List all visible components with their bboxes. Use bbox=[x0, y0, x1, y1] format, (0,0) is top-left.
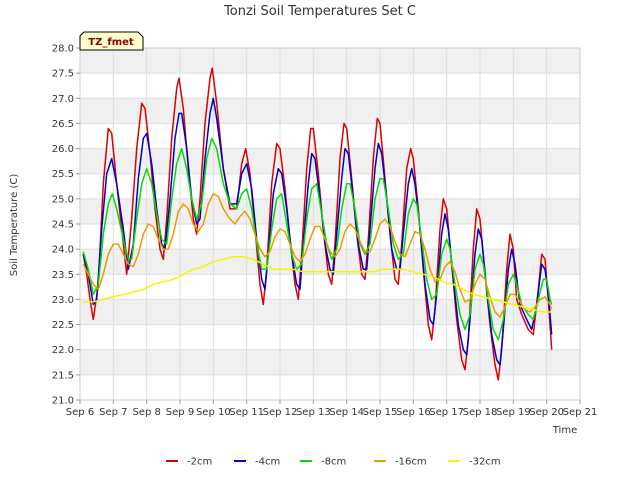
y-tick-label: 21.5 bbox=[52, 370, 74, 381]
legend-label: -8cm bbox=[321, 457, 346, 468]
legend-label: -2cm bbox=[187, 457, 212, 468]
y-tick-label: 22.0 bbox=[52, 345, 74, 356]
x-tick-label: Sep 16 bbox=[396, 407, 431, 418]
x-tick-label: Sep 11 bbox=[229, 407, 264, 418]
series-line-4cm bbox=[82, 97, 553, 366]
plot-band bbox=[80, 98, 580, 124]
y-tick-label: 27.5 bbox=[52, 69, 74, 80]
plot-band bbox=[80, 299, 580, 325]
y-tick-label: 26.0 bbox=[52, 144, 74, 155]
x-tick-label: Sep 13 bbox=[296, 407, 331, 418]
y-tick-label: 23.5 bbox=[52, 270, 74, 281]
badge-label: TZ_fmet bbox=[88, 37, 134, 48]
y-tick-label: 28.0 bbox=[52, 44, 74, 55]
y-tick-label: 25.5 bbox=[52, 169, 74, 180]
x-tick-label: Sep 9 bbox=[166, 407, 194, 418]
x-tick-label: Sep 18 bbox=[463, 407, 498, 418]
x-tick-label: Sep 12 bbox=[263, 407, 298, 418]
tz-fmet-badge: TZ_fmet bbox=[79, 31, 144, 51]
series-line-32cm bbox=[83, 255, 552, 313]
legend-label: -32cm bbox=[469, 457, 501, 468]
x-tick-label: Sep 19 bbox=[496, 407, 531, 418]
y-tick-label: 27.0 bbox=[52, 94, 74, 105]
legend: -2cm -4cm -8cm -16cm -32cm bbox=[166, 457, 501, 468]
y-axis-label: Soil Temperature (C) bbox=[9, 174, 20, 277]
y-tick-label: 21.0 bbox=[52, 396, 74, 407]
x-tick-label: Sep 8 bbox=[132, 407, 160, 418]
y-tick-label: 26.5 bbox=[52, 119, 74, 130]
plot-band bbox=[80, 48, 580, 74]
y-tick-label: 24.5 bbox=[52, 220, 74, 231]
plot-band bbox=[80, 198, 580, 224]
y-tick-label: 23.0 bbox=[52, 295, 74, 306]
y-tick-label: 25.0 bbox=[52, 194, 74, 205]
plot-band bbox=[80, 148, 580, 174]
chart-title: Tonzi Soil Temperatures Set C bbox=[223, 4, 416, 19]
legend-label: -4cm bbox=[255, 457, 280, 468]
badge-box bbox=[79, 31, 144, 51]
x-tick-label: Sep 7 bbox=[99, 407, 127, 418]
series-line-16cm bbox=[82, 193, 553, 318]
legend-label: -16cm bbox=[395, 457, 427, 468]
x-tick-label: Sep 20 bbox=[529, 407, 564, 418]
y-tick-label: 22.5 bbox=[52, 320, 74, 331]
x-axis-label: Time bbox=[552, 425, 577, 436]
series-lines bbox=[82, 67, 553, 381]
x-tick-label: Sep 6 bbox=[66, 407, 94, 418]
y-tick-label: 24.0 bbox=[52, 245, 74, 256]
x-tick-label: Sep 17 bbox=[429, 407, 464, 418]
x-tick-label: Sep 14 bbox=[329, 407, 364, 418]
x-tick-label: Sep 21 bbox=[563, 407, 598, 418]
x-tick-label: Sep 10 bbox=[196, 407, 231, 418]
plot-band bbox=[80, 349, 580, 375]
x-tick-label: Sep 15 bbox=[363, 407, 398, 418]
axis-ticks: 21.0 21.5 22.0 22.5 23.0 23.5 24.0 24.5 25.0 25.5… bbox=[52, 44, 598, 419]
